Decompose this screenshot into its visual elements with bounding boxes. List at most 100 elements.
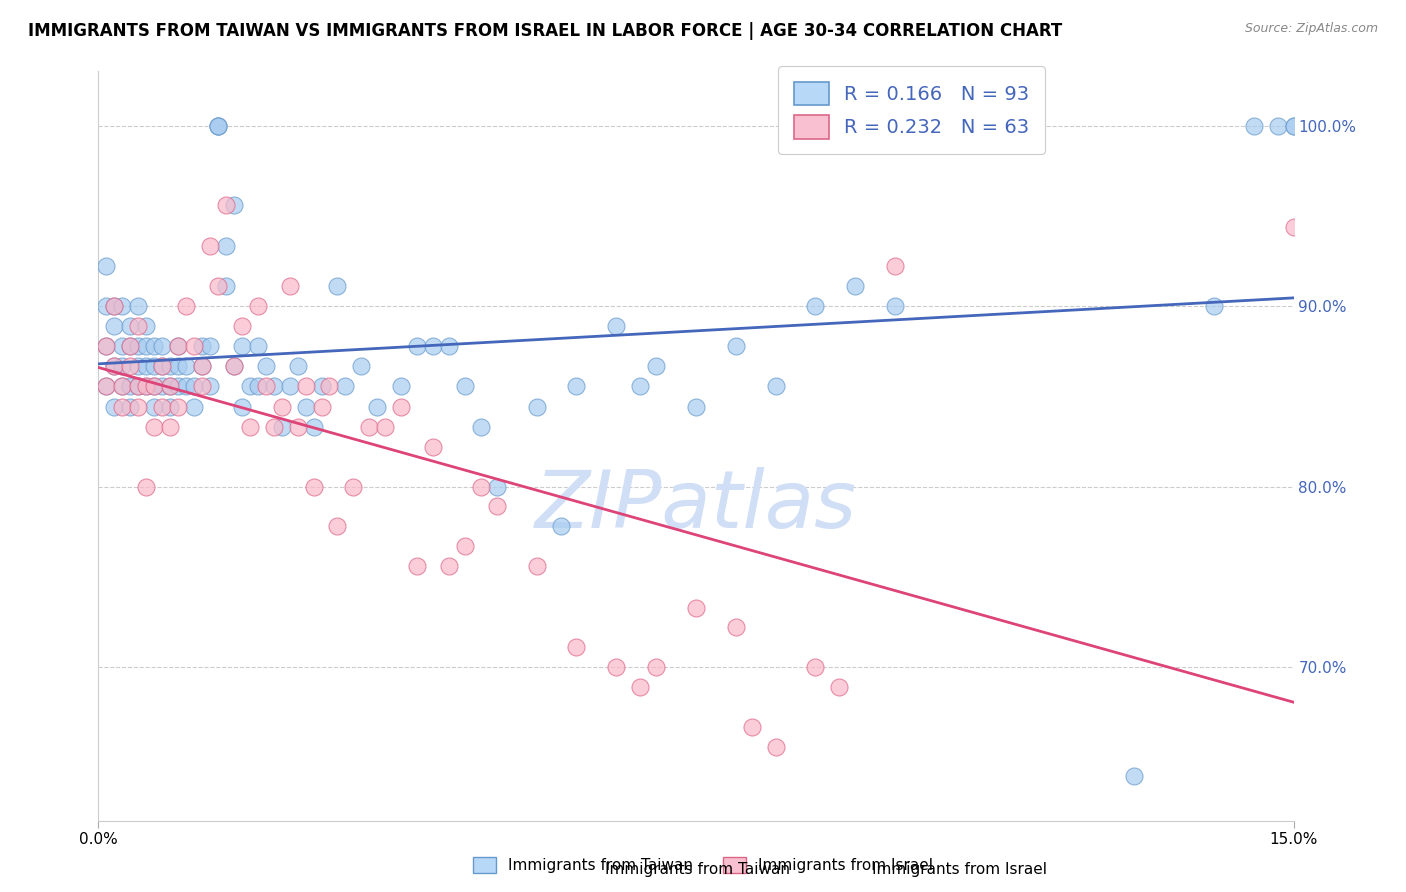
Point	[254, 378, 277, 392]
Text: IMMIGRANTS FROM TAIWAN VS IMMIGRANTS FROM ISRAEL IN LABOR FORCE | AGE 30-34 CORR: IMMIGRANTS FROM TAIWAN VS IMMIGRANTS FRO…	[28, 22, 1063, 40]
Point	[239, 420, 262, 434]
Point	[437, 339, 460, 353]
Point	[150, 359, 173, 373]
Point	[127, 318, 149, 333]
Point	[302, 480, 325, 494]
Point	[724, 620, 747, 634]
Point	[1282, 119, 1305, 133]
Point	[565, 640, 588, 655]
Point	[222, 198, 245, 212]
Point	[191, 378, 214, 392]
Point	[150, 378, 173, 392]
Point	[231, 318, 253, 333]
Point	[359, 420, 381, 434]
Point	[294, 400, 316, 414]
Point	[389, 400, 412, 414]
Text: Immigrants from Taiwan: Immigrants from Taiwan	[605, 863, 790, 877]
Point	[470, 420, 492, 434]
Point	[174, 359, 197, 373]
Point	[103, 299, 125, 313]
Point	[135, 318, 157, 333]
Point	[120, 378, 142, 392]
Point	[765, 378, 787, 392]
Point	[389, 378, 412, 392]
Point	[159, 378, 181, 392]
Point	[111, 299, 134, 313]
Point	[485, 500, 508, 514]
Point	[96, 299, 118, 313]
Point	[135, 378, 157, 392]
Point	[1282, 219, 1305, 234]
Point	[143, 420, 166, 434]
Point	[350, 359, 373, 373]
Point	[120, 400, 142, 414]
Point	[287, 359, 309, 373]
Point	[120, 339, 142, 353]
Point	[844, 279, 866, 293]
Point	[526, 400, 548, 414]
Point	[207, 119, 229, 133]
Point	[374, 420, 396, 434]
Point	[231, 339, 253, 353]
Point	[406, 339, 429, 353]
Point	[143, 339, 166, 353]
Point	[628, 680, 651, 694]
Point	[246, 299, 269, 313]
Point	[150, 359, 173, 373]
Point	[174, 299, 197, 313]
Point	[342, 480, 364, 494]
Point	[311, 400, 333, 414]
Point	[135, 339, 157, 353]
Point	[326, 279, 349, 293]
Point	[485, 480, 508, 494]
Point	[103, 359, 125, 373]
Point	[437, 559, 460, 574]
Point	[246, 378, 269, 392]
Point	[103, 299, 125, 313]
Point	[167, 359, 190, 373]
Point	[302, 420, 325, 434]
Point	[167, 339, 190, 353]
Point	[135, 359, 157, 373]
Point	[191, 359, 214, 373]
Point	[454, 539, 477, 553]
Point	[804, 660, 827, 674]
Point	[167, 378, 190, 392]
Point	[645, 660, 668, 674]
Point	[103, 400, 125, 414]
Point	[111, 359, 134, 373]
Point	[1202, 299, 1225, 313]
Point	[127, 378, 149, 392]
Point	[565, 378, 588, 392]
Point	[222, 359, 245, 373]
Point	[246, 339, 269, 353]
Point	[143, 378, 166, 392]
Legend: R = 0.166   N = 93, R = 0.232   N = 63: R = 0.166 N = 93, R = 0.232 N = 63	[778, 66, 1045, 154]
Point	[804, 299, 827, 313]
Point	[111, 378, 134, 392]
Point	[135, 480, 157, 494]
Point	[270, 400, 292, 414]
Point	[685, 600, 707, 615]
Point	[550, 519, 572, 533]
Point	[120, 359, 142, 373]
Point	[422, 339, 444, 353]
Point	[143, 359, 166, 373]
Point	[628, 378, 651, 392]
Point	[96, 260, 118, 274]
Point	[127, 339, 149, 353]
Point	[645, 359, 668, 373]
Point	[120, 339, 142, 353]
Point	[167, 339, 190, 353]
Point	[127, 400, 149, 414]
Point	[318, 378, 340, 392]
Point	[120, 318, 142, 333]
Point	[263, 378, 285, 392]
Point	[150, 339, 173, 353]
Text: Source: ZipAtlas.com: Source: ZipAtlas.com	[1244, 22, 1378, 36]
Point	[884, 260, 907, 274]
Point	[1123, 768, 1146, 782]
Point	[294, 378, 316, 392]
Point	[335, 378, 357, 392]
Point	[183, 400, 205, 414]
